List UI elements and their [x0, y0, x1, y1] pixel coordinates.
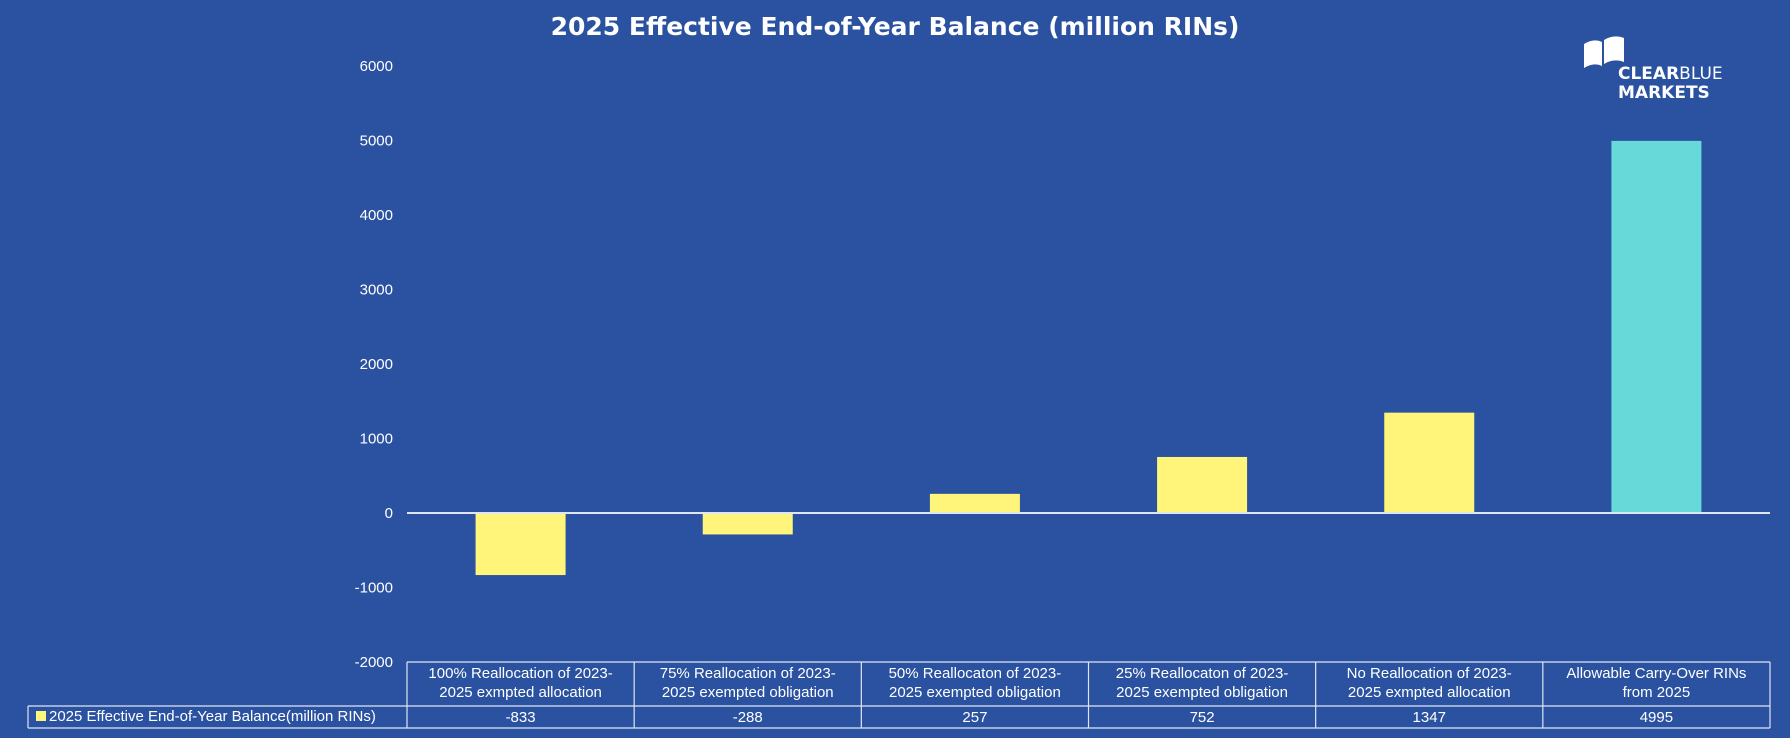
y-tick-label: 5000 [360, 133, 393, 150]
data-value-label: 4995 [1639, 709, 1674, 726]
x-category-label-line: 50% Reallocaton of 2023- [888, 665, 1062, 682]
y-tick-label: -2000 [355, 654, 393, 671]
data-value-label: 752 [1189, 709, 1215, 726]
x-category-label-line: 2025 exmpted allocation [1347, 684, 1511, 701]
bar [1157, 456, 1248, 513]
x-category-label: 75% Reallocation of 2023- 2025 exempted o… [634, 664, 861, 702]
logo-text-line1: CLEARBLUE [1618, 64, 1723, 84]
legend-swatch [36, 711, 46, 721]
bar [702, 513, 793, 535]
x-category-label-line: 2025 exempted obligation [1116, 684, 1288, 701]
logo-word-clear: CLEAR [1618, 64, 1680, 84]
x-category-label-line: 100% Reallocation of 2023- [428, 665, 613, 682]
data-value-label: 257 [962, 709, 988, 726]
x-category-label-line: 75% Reallocation of 2023- [659, 665, 836, 682]
data-value-label: 1347 [1412, 709, 1446, 726]
x-category-label-line: No Reallocation of 2023- [1346, 665, 1512, 682]
bar [1611, 140, 1702, 513]
x-category-label-line: 2025 exmpted allocation [439, 684, 602, 701]
bar [929, 493, 1020, 513]
logo-word-markets: MARKETS [1618, 83, 1710, 103]
y-tick-label: 3000 [360, 282, 393, 299]
y-tick-label: 1000 [360, 431, 393, 448]
y-tick-label: 4000 [360, 207, 393, 224]
legend-label: 2025 Effective End-of-Year Balance(milli… [49, 708, 376, 725]
x-category-label: 100% Reallocation of 2023- 2025 exmpted a… [407, 664, 634, 702]
x-category-label: No Reallocation of 2023- 2025 exmpted all… [1316, 664, 1543, 702]
bar [475, 513, 566, 576]
y-tick-label: 6000 [360, 58, 393, 75]
y-tick-label: -1000 [355, 580, 393, 597]
x-category-label-line: 2025 exempted obligation [661, 684, 834, 701]
chart-title: 2025 Effective End-of-Year Balance (mill… [550, 12, 1240, 41]
data-value-label: -288 [732, 709, 763, 726]
y-tick-label: 2000 [360, 356, 393, 373]
data-value-label: -833 [505, 709, 536, 726]
flag-logo-icon [1584, 36, 1624, 68]
x-category-label: 25% Reallocaton of 2023- 2025 exempted ob… [1089, 664, 1316, 702]
logo-word-blue: BLUE [1679, 64, 1723, 84]
x-category-label-line: 2025 exempted obligation [889, 684, 1061, 701]
clearblue-markets-logo: CLEARBLUE MARKETS [1582, 30, 1782, 105]
bar [1384, 412, 1475, 513]
x-category-label: Allowable Carry-Over RINs from 2025 [1543, 664, 1770, 702]
x-category-label-line: Allowable Carry-Over RINs [1566, 665, 1747, 682]
x-category-label-line: from 2025 [1622, 684, 1691, 701]
x-category-label-line: 25% Reallocaton of 2023- [1115, 665, 1289, 682]
x-category-label: 50% Reallocaton of 2023- 2025 exempted ob… [861, 664, 1088, 702]
y-tick-label: 0 [385, 505, 393, 522]
